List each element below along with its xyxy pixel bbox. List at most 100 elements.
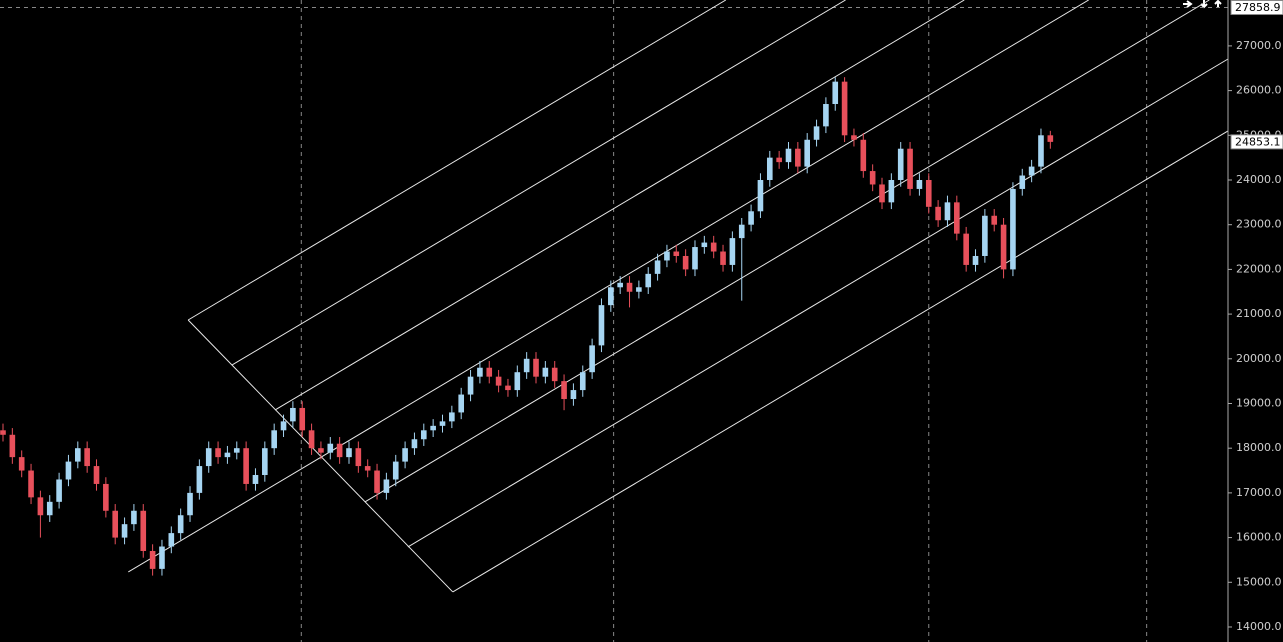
candle-body	[364, 466, 371, 471]
candle-body	[720, 251, 726, 265]
y-tick-label: 14000.0	[1236, 620, 1282, 633]
channel-line	[452, 130, 1229, 593]
candle-body	[374, 470, 380, 493]
y-tick-label: 19000.0	[1236, 396, 1282, 409]
y-tick-label: 16000.0	[1236, 531, 1282, 544]
candle-body	[598, 305, 605, 346]
candle-body	[664, 251, 670, 261]
price-label: 27858.9	[1235, 1, 1281, 14]
channel-line	[364, 0, 1210, 503]
candle-body	[112, 510, 119, 538]
candle-body	[832, 81, 839, 105]
price-label-box	[1230, 0, 1283, 16]
y-tick-label: 15000.0	[1236, 575, 1282, 588]
candle-body	[392, 461, 399, 480]
icon[interactable]	[1214, 0, 1222, 8]
candle-body	[271, 430, 277, 449]
candle-body	[514, 372, 521, 391]
y-tick-label: 26000.0	[1236, 84, 1282, 97]
candle-body	[1028, 166, 1035, 176]
candle-body	[336, 443, 343, 458]
channel-line	[231, 0, 846, 366]
candle-body	[495, 376, 502, 386]
candle-body	[177, 515, 184, 534]
candle-body	[84, 448, 90, 467]
candle-body	[954, 202, 960, 234]
candle-body	[402, 448, 408, 462]
candle-body	[916, 179, 923, 189]
candle-body	[766, 157, 773, 180]
y-tick-label: 21000.0	[1236, 307, 1282, 320]
y-tick-label: 18000.0	[1236, 441, 1282, 454]
candle-body	[467, 376, 474, 395]
price-label: 24853.1	[1235, 135, 1281, 148]
candle-body	[841, 81, 848, 136]
candle-body	[729, 238, 736, 265]
candle-body	[159, 546, 165, 569]
candle-body	[477, 367, 483, 377]
candle-body	[1019, 175, 1026, 189]
candle-body	[449, 412, 455, 422]
candle-body	[383, 479, 390, 493]
candle-body	[748, 211, 754, 225]
candle-body	[299, 407, 306, 431]
candle-body	[533, 358, 539, 377]
candle-body	[420, 430, 427, 440]
candle-body	[701, 242, 708, 248]
candle-body	[486, 367, 493, 377]
candle-body	[823, 104, 829, 127]
candle-body	[682, 255, 689, 270]
candle-body	[907, 148, 913, 189]
candle-body	[37, 497, 44, 516]
candle-body	[738, 224, 745, 239]
candle-body	[318, 448, 324, 453]
candle-body	[308, 430, 315, 449]
candle-body	[131, 510, 137, 525]
candle-body	[626, 282, 633, 292]
candle-body	[262, 448, 268, 476]
channel-line	[407, 58, 1229, 548]
candle-body	[196, 466, 203, 493]
candle-body	[205, 448, 212, 467]
candle-body	[561, 381, 567, 400]
candle-body	[888, 179, 895, 203]
y-tick-label: 17000.0	[1236, 486, 1282, 499]
candle-body	[897, 148, 904, 180]
candle-body	[991, 215, 998, 225]
candle-body	[1047, 135, 1054, 142]
candle-body	[617, 282, 623, 288]
candle-body	[636, 287, 642, 292]
candle-body	[140, 510, 147, 551]
candle-body	[972, 255, 979, 265]
candle-body	[346, 448, 352, 458]
candle-body	[280, 421, 287, 431]
candle-body	[579, 372, 586, 391]
y-tick-label: 20000.0	[1236, 352, 1282, 365]
candle-body	[925, 179, 932, 207]
candle-body	[1038, 135, 1044, 167]
candle-body	[9, 434, 16, 458]
icon[interactable]	[1183, 0, 1193, 8]
y-tick-label: 23000.0	[1236, 218, 1282, 231]
candle-body	[608, 287, 614, 306]
candle-body	[327, 443, 334, 453]
candle-body	[290, 407, 296, 422]
candle-body	[505, 385, 511, 391]
candle-body	[982, 215, 988, 256]
candle-body	[56, 479, 62, 502]
candle-body	[785, 148, 792, 163]
candle-body	[860, 139, 867, 172]
candle-body	[692, 247, 698, 270]
candle-body	[243, 448, 249, 484]
candle-body	[74, 448, 81, 462]
candle-body	[103, 483, 109, 511]
candle-body	[46, 501, 53, 516]
candle-body	[252, 475, 259, 484]
candle-body	[458, 394, 465, 413]
candle-body	[168, 533, 175, 547]
candle-body	[935, 206, 941, 221]
candle-body	[187, 492, 193, 516]
